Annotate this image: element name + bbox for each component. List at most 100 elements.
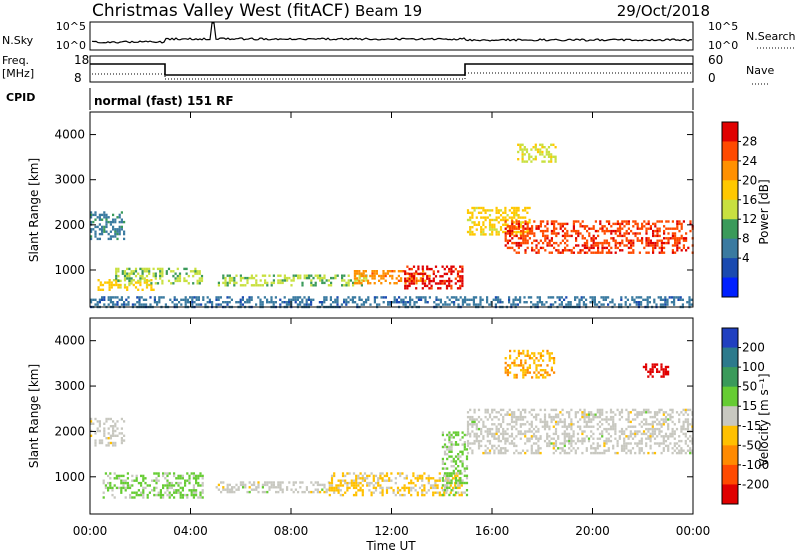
heatmap-cell [686,413,690,416]
heatmap-cell [195,474,198,478]
heatmap-cell [531,249,534,252]
heatmap-cell [577,232,580,235]
heatmap-cell [453,296,456,299]
heatmap-cell [475,228,478,231]
heatmap-cell [102,491,105,494]
heatmap-cell [621,249,624,252]
heatmap-cell [377,481,380,485]
heatmap-cell [664,439,668,443]
heatmap-cell [532,415,536,419]
heatmap-cell [138,298,141,301]
heatmap-cell [552,442,555,445]
heatmap-cell [423,284,427,288]
heatmap-cell [524,249,527,252]
heatmap-cell [443,472,447,475]
heatmap-cell [457,472,460,475]
heatmap-cell [432,270,435,273]
heatmap-cell [640,425,643,428]
heatmap-cell [609,427,613,431]
heatmap-cell [504,232,507,235]
heatmap-cell [528,371,531,374]
heatmap-cell [301,284,304,287]
heatmap-cell [645,229,648,233]
heatmap-cell [135,491,138,494]
heatmap-cell [517,408,520,412]
heatmap-cell [547,296,550,299]
heatmap-cell [255,284,258,287]
heatmap-cell [268,274,271,277]
heatmap-cell [583,411,586,414]
heatmap-cell [588,249,591,252]
heatmap-cell [96,216,99,219]
nsearch-tick-top: 10^5 [708,20,738,33]
heatmap-cell [463,481,466,485]
heatmap-cell [513,376,516,379]
heatmap-cell [415,277,418,280]
heatmap-cell [524,230,527,234]
heatmap-cell [355,479,358,482]
heatmap-cell [568,249,571,252]
heatmap-cell [528,218,531,222]
heatmap-cell [542,376,545,379]
heatmap-cell [303,296,306,299]
heatmap-cell [513,425,516,428]
heatmap-cell [560,301,563,304]
heatmap-cell [450,450,453,453]
heatmap-cell [506,364,509,367]
heatmap-cell [482,435,485,438]
heatmap-cell [341,474,345,478]
heatmap-cell [484,216,487,219]
heatmap-cell [566,234,569,238]
heatmap-cell [544,234,547,238]
heatmap-cell [353,277,356,280]
y-tick-label: 1000 [54,263,85,277]
heatmap-cell [321,483,324,487]
heatmap-cell [680,447,683,450]
heatmap-cell [673,303,676,306]
heatmap-cell [143,281,146,284]
heatmap-cell [509,366,512,369]
x-tick-label: 12:00 [374,524,409,538]
heatmap-cell [426,301,429,304]
heatmap-cell [610,246,613,250]
x-tick-label: 20:00 [575,524,610,538]
heatmap-cell [520,244,523,247]
heatmap-cell [568,439,571,443]
heatmap-cell [524,451,527,455]
heatmap-cell [499,413,503,416]
heatmap-cell [634,220,637,223]
heatmap-cell [181,493,184,497]
heatmap-cell [281,301,284,304]
colorbar-swatch [722,367,738,388]
heatmap-cell [583,420,586,424]
heatmap-cell [228,490,231,494]
heatmap-cell [132,283,135,287]
heatmap-cell [292,279,295,282]
heatmap-cell [161,270,164,273]
heatmap-cell [676,249,679,252]
heatmap-cell [270,301,273,304]
heatmap-cell [586,246,589,250]
heatmap-cell [585,413,588,416]
heatmap-cell [417,296,420,299]
heatmap-cell [452,460,455,463]
heatmap-cell [546,352,549,355]
heatmap-cell [545,150,548,154]
heatmap-cell [261,490,264,494]
heatmap-cell [554,301,557,304]
heatmap-cell [614,413,617,416]
heatmap-cell [385,486,389,490]
heatmap-cell [105,216,108,219]
heatmap-cell [537,439,540,443]
heatmap-cell [459,265,462,268]
heatmap-cell [550,437,553,440]
heatmap-cell [542,349,545,353]
heatmap-cell [653,301,656,304]
heatmap-cell [473,233,476,236]
heatmap-cell [502,435,505,438]
heatmap-cell [345,298,348,301]
heatmap-cell [521,449,525,452]
heatmap-cell [403,493,406,497]
heatmap-cell [502,420,505,424]
heatmap-cell [681,303,684,306]
